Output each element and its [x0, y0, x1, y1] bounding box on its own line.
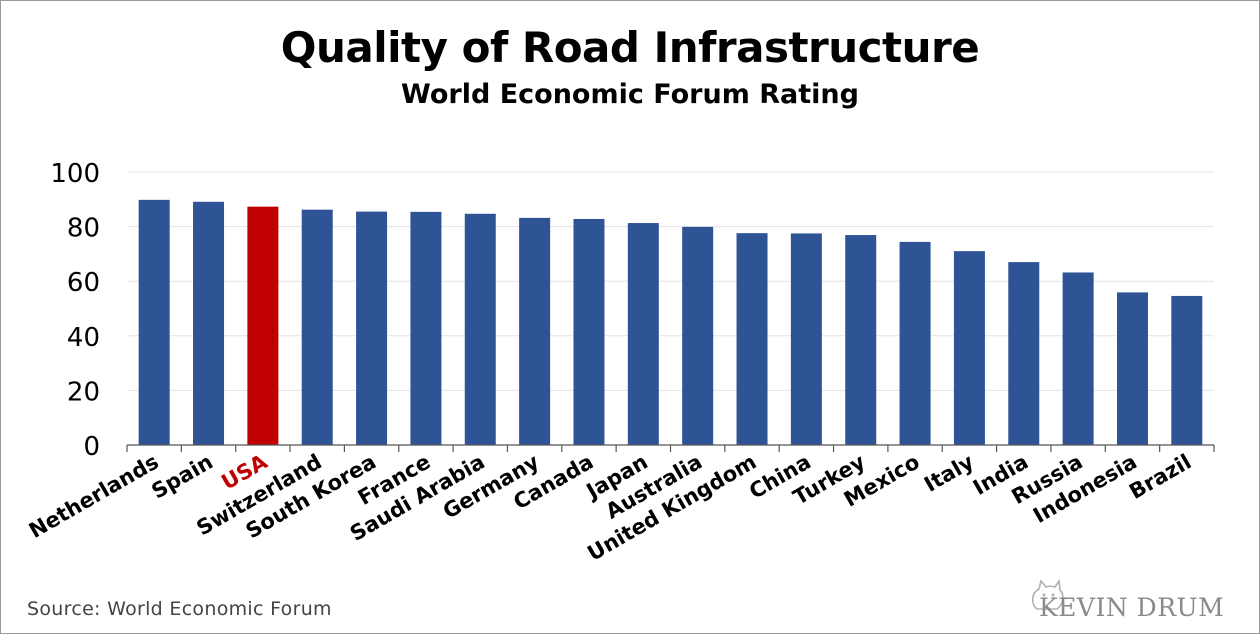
bar	[247, 206, 279, 445]
bar	[790, 233, 822, 445]
chart-title: Quality of Road Infrastructure	[280, 23, 980, 72]
x-tick-label: Brazil	[1125, 450, 1195, 504]
bar	[464, 213, 496, 445]
bar	[899, 241, 931, 445]
x-tick-label: Italy	[920, 449, 978, 496]
y-tick-label: 20	[67, 377, 100, 407]
source-note: Source: World Economic Forum	[27, 598, 332, 620]
y-tick-label: 60	[67, 268, 100, 298]
x-tick-label: Spain	[147, 450, 217, 504]
bar	[845, 235, 877, 445]
y-tick-label: 0	[83, 432, 100, 462]
bar	[356, 211, 388, 445]
bar	[410, 211, 442, 445]
bar	[1116, 292, 1148, 445]
x-axis	[126, 444, 1215, 452]
bar	[193, 201, 225, 445]
cat-logo-icon	[1031, 578, 1064, 610]
gridlines	[127, 171, 1214, 391]
bar	[301, 209, 333, 445]
bar	[138, 199, 170, 445]
bar	[953, 251, 985, 445]
bar	[627, 223, 659, 445]
bar	[1062, 272, 1094, 445]
bar	[1008, 262, 1040, 445]
chart-subtitle: World Economic Forum Rating	[401, 79, 859, 110]
bars	[138, 199, 1203, 445]
bar	[519, 217, 551, 445]
brand-name: KEVIN DRUM	[1039, 593, 1225, 622]
y-axis-ticks: 0 20 40 60 80 100	[50, 159, 100, 462]
bar	[573, 218, 605, 445]
bar	[736, 233, 768, 445]
bar	[682, 226, 714, 445]
x-tick-label: Netherlands	[25, 450, 163, 543]
y-tick-label: 40	[67, 323, 100, 353]
bar	[1171, 295, 1203, 445]
y-tick-label: 80	[67, 214, 100, 244]
brand-logo: KEVIN DRUM	[1025, 575, 1235, 625]
y-tick-label: 100	[50, 159, 100, 189]
